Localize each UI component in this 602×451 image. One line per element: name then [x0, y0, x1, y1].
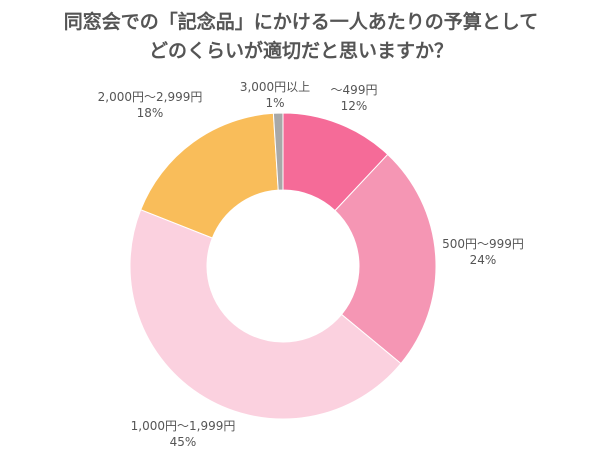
slice-label-category-3: 1,000円～1,999円	[131, 419, 236, 433]
donut-slice-3	[129, 209, 402, 420]
donut-slice-5	[272, 112, 284, 191]
slice-label-value-3: 45%	[170, 435, 197, 449]
slice-label-value-2: 24%	[470, 253, 497, 267]
donut-slices	[129, 112, 437, 420]
slice-labels: ～499円 12% 500円～999円 24% 1,000円～1,999円 45…	[98, 80, 524, 449]
chart-title: 同窓会での「記念品」にかける一人あたりの予算として どのくらいが適切だと思います…	[0, 8, 602, 66]
slice-label-category-2: 500円～999円	[442, 237, 524, 251]
slice-label-value-4: 18%	[137, 106, 164, 120]
chart-title-line-2: どのくらいが適切だと思いますか？	[148, 40, 453, 62]
slice-label-category-4: 2,000円～2,999円	[98, 90, 203, 104]
donut-slice-4	[140, 112, 279, 239]
slice-label-category-5: 3,000円以上	[240, 80, 310, 94]
donut-slice-2	[334, 153, 437, 365]
chart-title-line-1: 同窓会での「記念品」にかける一人あたりの予算として	[63, 11, 539, 33]
slice-label-value-5: 1%	[265, 96, 284, 110]
slice-label-category-1: ～499円	[331, 83, 378, 97]
slice-label-value-1: 12%	[341, 99, 368, 113]
